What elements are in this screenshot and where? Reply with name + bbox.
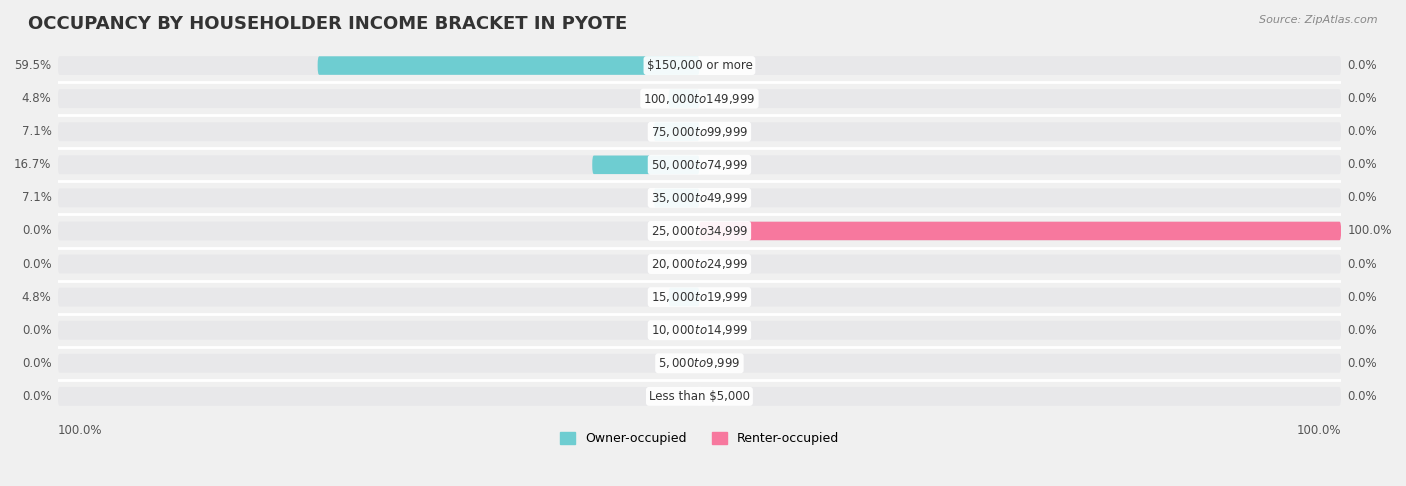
Text: 100.0%: 100.0%: [58, 424, 103, 437]
FancyBboxPatch shape: [669, 288, 699, 306]
Text: 100.0%: 100.0%: [1347, 225, 1392, 238]
Text: 0.0%: 0.0%: [1347, 59, 1376, 72]
Text: 16.7%: 16.7%: [14, 158, 52, 171]
FancyBboxPatch shape: [58, 222, 700, 241]
FancyBboxPatch shape: [699, 189, 1341, 208]
FancyBboxPatch shape: [699, 387, 1341, 406]
Text: 0.0%: 0.0%: [1347, 390, 1376, 403]
FancyBboxPatch shape: [318, 56, 699, 75]
FancyBboxPatch shape: [58, 156, 700, 174]
Text: $10,000 to $14,999: $10,000 to $14,999: [651, 323, 748, 337]
Text: 0.0%: 0.0%: [21, 357, 52, 370]
Text: 4.8%: 4.8%: [21, 92, 52, 105]
Text: $75,000 to $99,999: $75,000 to $99,999: [651, 125, 748, 139]
Text: $15,000 to $19,999: $15,000 to $19,999: [651, 290, 748, 304]
FancyBboxPatch shape: [699, 156, 1341, 174]
FancyBboxPatch shape: [699, 89, 1341, 108]
Text: $150,000 or more: $150,000 or more: [647, 59, 752, 72]
Text: 7.1%: 7.1%: [21, 191, 52, 205]
FancyBboxPatch shape: [669, 89, 699, 108]
FancyBboxPatch shape: [699, 321, 1341, 340]
FancyBboxPatch shape: [592, 156, 699, 174]
Text: 7.1%: 7.1%: [21, 125, 52, 138]
Text: Less than $5,000: Less than $5,000: [650, 390, 749, 403]
Text: 0.0%: 0.0%: [1347, 291, 1376, 304]
FancyBboxPatch shape: [58, 354, 700, 373]
FancyBboxPatch shape: [58, 288, 700, 307]
FancyBboxPatch shape: [654, 189, 699, 207]
Text: 0.0%: 0.0%: [1347, 191, 1376, 205]
Text: Source: ZipAtlas.com: Source: ZipAtlas.com: [1260, 15, 1378, 25]
Text: 0.0%: 0.0%: [1347, 258, 1376, 271]
Text: 0.0%: 0.0%: [1347, 324, 1376, 337]
Text: $5,000 to $9,999: $5,000 to $9,999: [658, 356, 741, 370]
Text: 0.0%: 0.0%: [21, 324, 52, 337]
FancyBboxPatch shape: [58, 56, 700, 75]
Text: 100.0%: 100.0%: [1296, 424, 1341, 437]
FancyBboxPatch shape: [699, 222, 1341, 240]
Text: 0.0%: 0.0%: [21, 390, 52, 403]
Text: $35,000 to $49,999: $35,000 to $49,999: [651, 191, 748, 205]
Text: 0.0%: 0.0%: [1347, 92, 1376, 105]
FancyBboxPatch shape: [699, 255, 1341, 274]
Text: $25,000 to $34,999: $25,000 to $34,999: [651, 224, 748, 238]
Text: $20,000 to $24,999: $20,000 to $24,999: [651, 257, 748, 271]
Legend: Owner-occupied, Renter-occupied: Owner-occupied, Renter-occupied: [555, 427, 844, 451]
Text: 4.8%: 4.8%: [21, 291, 52, 304]
FancyBboxPatch shape: [58, 189, 700, 208]
FancyBboxPatch shape: [58, 89, 700, 108]
FancyBboxPatch shape: [699, 56, 1341, 75]
FancyBboxPatch shape: [699, 122, 1341, 141]
FancyBboxPatch shape: [699, 354, 1341, 373]
Text: 0.0%: 0.0%: [1347, 158, 1376, 171]
FancyBboxPatch shape: [58, 387, 700, 406]
FancyBboxPatch shape: [58, 122, 700, 141]
Text: 0.0%: 0.0%: [1347, 357, 1376, 370]
Text: 59.5%: 59.5%: [14, 59, 52, 72]
Text: OCCUPANCY BY HOUSEHOLDER INCOME BRACKET IN PYOTE: OCCUPANCY BY HOUSEHOLDER INCOME BRACKET …: [28, 15, 627, 33]
FancyBboxPatch shape: [699, 288, 1341, 307]
Text: 0.0%: 0.0%: [21, 225, 52, 238]
FancyBboxPatch shape: [654, 122, 699, 141]
Text: $50,000 to $74,999: $50,000 to $74,999: [651, 158, 748, 172]
Text: 0.0%: 0.0%: [21, 258, 52, 271]
FancyBboxPatch shape: [58, 321, 700, 340]
FancyBboxPatch shape: [699, 222, 1341, 241]
FancyBboxPatch shape: [58, 255, 700, 274]
Text: $100,000 to $149,999: $100,000 to $149,999: [643, 92, 755, 105]
Text: 0.0%: 0.0%: [1347, 125, 1376, 138]
